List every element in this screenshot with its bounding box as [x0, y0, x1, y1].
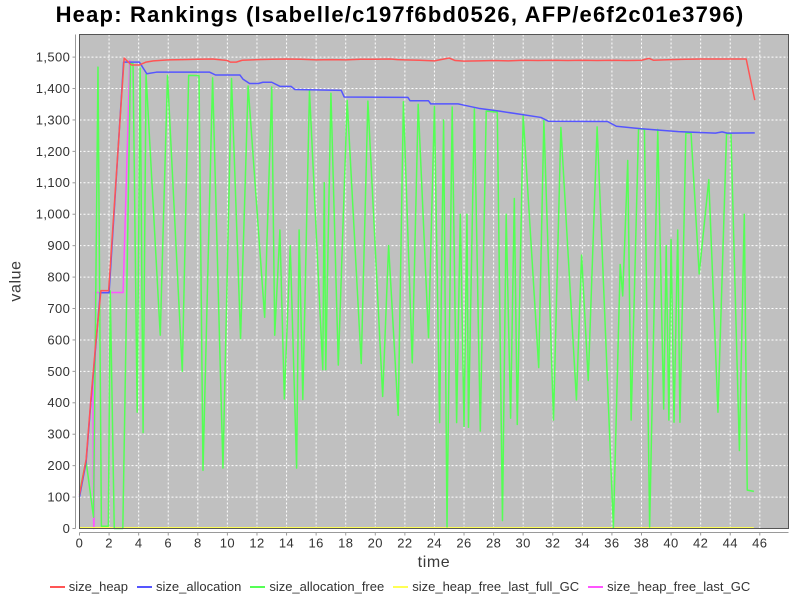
svg-text:46: 46 — [752, 536, 767, 551]
svg-text:1,100: 1,100 — [36, 175, 71, 190]
svg-text:4: 4 — [135, 536, 143, 551]
svg-text:1,200: 1,200 — [36, 144, 71, 159]
svg-text:36: 36 — [604, 536, 619, 551]
svg-text:0: 0 — [76, 536, 84, 551]
svg-text:30: 30 — [516, 536, 531, 551]
svg-text:1,400: 1,400 — [36, 81, 71, 96]
svg-text:16: 16 — [308, 536, 323, 551]
svg-text:18: 18 — [338, 536, 353, 551]
svg-text:1,300: 1,300 — [36, 112, 71, 127]
svg-text:700: 700 — [47, 301, 70, 316]
svg-text:400: 400 — [47, 395, 70, 410]
svg-text:34: 34 — [575, 536, 590, 551]
svg-text:200: 200 — [47, 458, 70, 473]
svg-text:14: 14 — [279, 536, 294, 551]
svg-text:10: 10 — [220, 536, 235, 551]
svg-text:8: 8 — [194, 536, 202, 551]
svg-text:1,500: 1,500 — [36, 50, 71, 65]
svg-text:22: 22 — [397, 536, 412, 551]
svg-text:1,000: 1,000 — [36, 207, 71, 222]
svg-text:0: 0 — [63, 521, 71, 536]
svg-text:24: 24 — [427, 536, 442, 551]
svg-text:100: 100 — [47, 489, 70, 504]
svg-text:32: 32 — [545, 536, 560, 551]
svg-text:38: 38 — [634, 536, 649, 551]
svg-text:900: 900 — [47, 238, 70, 253]
svg-text:20: 20 — [368, 536, 383, 551]
svg-text:300: 300 — [47, 427, 70, 442]
svg-text:500: 500 — [47, 364, 70, 379]
svg-text:12: 12 — [249, 536, 264, 551]
svg-text:2: 2 — [105, 536, 113, 551]
svg-text:value: value — [8, 260, 25, 301]
svg-text:6: 6 — [164, 536, 172, 551]
svg-text:28: 28 — [486, 536, 501, 551]
svg-text:time: time — [418, 554, 451, 571]
svg-text:26: 26 — [456, 536, 471, 551]
svg-text:44: 44 — [723, 536, 738, 551]
svg-text:42: 42 — [693, 536, 708, 551]
svg-text:800: 800 — [47, 269, 70, 284]
svg-text:40: 40 — [663, 536, 678, 551]
svg-text:600: 600 — [47, 332, 70, 347]
